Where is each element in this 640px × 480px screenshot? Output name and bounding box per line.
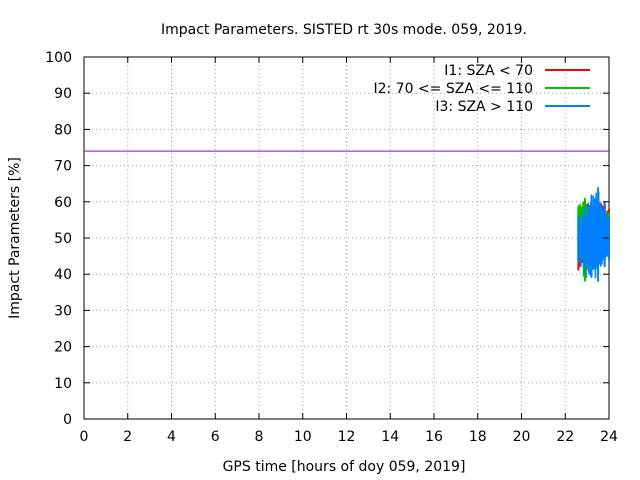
y-tick-label: 0 (63, 412, 72, 428)
series-group (577, 187, 610, 282)
x-tick-label: 22 (556, 429, 574, 445)
y-tick-label: 10 (54, 376, 72, 392)
x-axis: 0 2 4 6 8 10 12 14 16 18 20 22 24 (80, 57, 618, 445)
legend-label: I1: SZA < 70 (444, 63, 533, 79)
x-tick-label: 10 (294, 429, 312, 445)
chart-title: Impact Parameters. SISTED rt 30s mode. 0… (161, 22, 527, 38)
y-tick-label: 100 (45, 50, 72, 66)
x-tick-label: 0 (80, 429, 89, 445)
grid (84, 57, 609, 419)
legend-label: I3: SZA > 110 (435, 99, 533, 115)
y-tick-label: 60 (54, 195, 72, 211)
x-tick-label: 20 (513, 429, 531, 445)
y-tick-label: 50 (54, 231, 72, 247)
y-tick-label: 40 (54, 267, 72, 283)
y-axis-label: Impact Parameters [%] (7, 157, 23, 319)
y-tick-label: 30 (54, 303, 72, 319)
x-tick-label: 6 (211, 429, 220, 445)
y-axis: 0 10 20 30 40 50 60 70 80 90 100 (45, 50, 609, 428)
x-tick-label: 2 (123, 429, 132, 445)
x-tick-label: 16 (425, 429, 443, 445)
x-tick-label: 24 (600, 429, 618, 445)
x-tick-label: 18 (469, 429, 487, 445)
x-tick-label: 12 (338, 429, 356, 445)
y-tick-label: 20 (54, 340, 72, 356)
legend-label: I2: 70 <= SZA <= 110 (373, 81, 533, 97)
y-tick-label: 90 (54, 86, 72, 102)
x-tick-label: 8 (255, 429, 264, 445)
legend: I1: SZA < 70 I2: 70 <= SZA <= 110 I3: SZA … (373, 63, 590, 115)
y-tick-label: 70 (54, 159, 72, 175)
y-tick-label: 80 (54, 122, 72, 138)
x-tick-label: 14 (381, 429, 399, 445)
x-axis-label: GPS time [hours of doy 059, 2019] (223, 459, 466, 475)
x-tick-label: 4 (167, 429, 176, 445)
